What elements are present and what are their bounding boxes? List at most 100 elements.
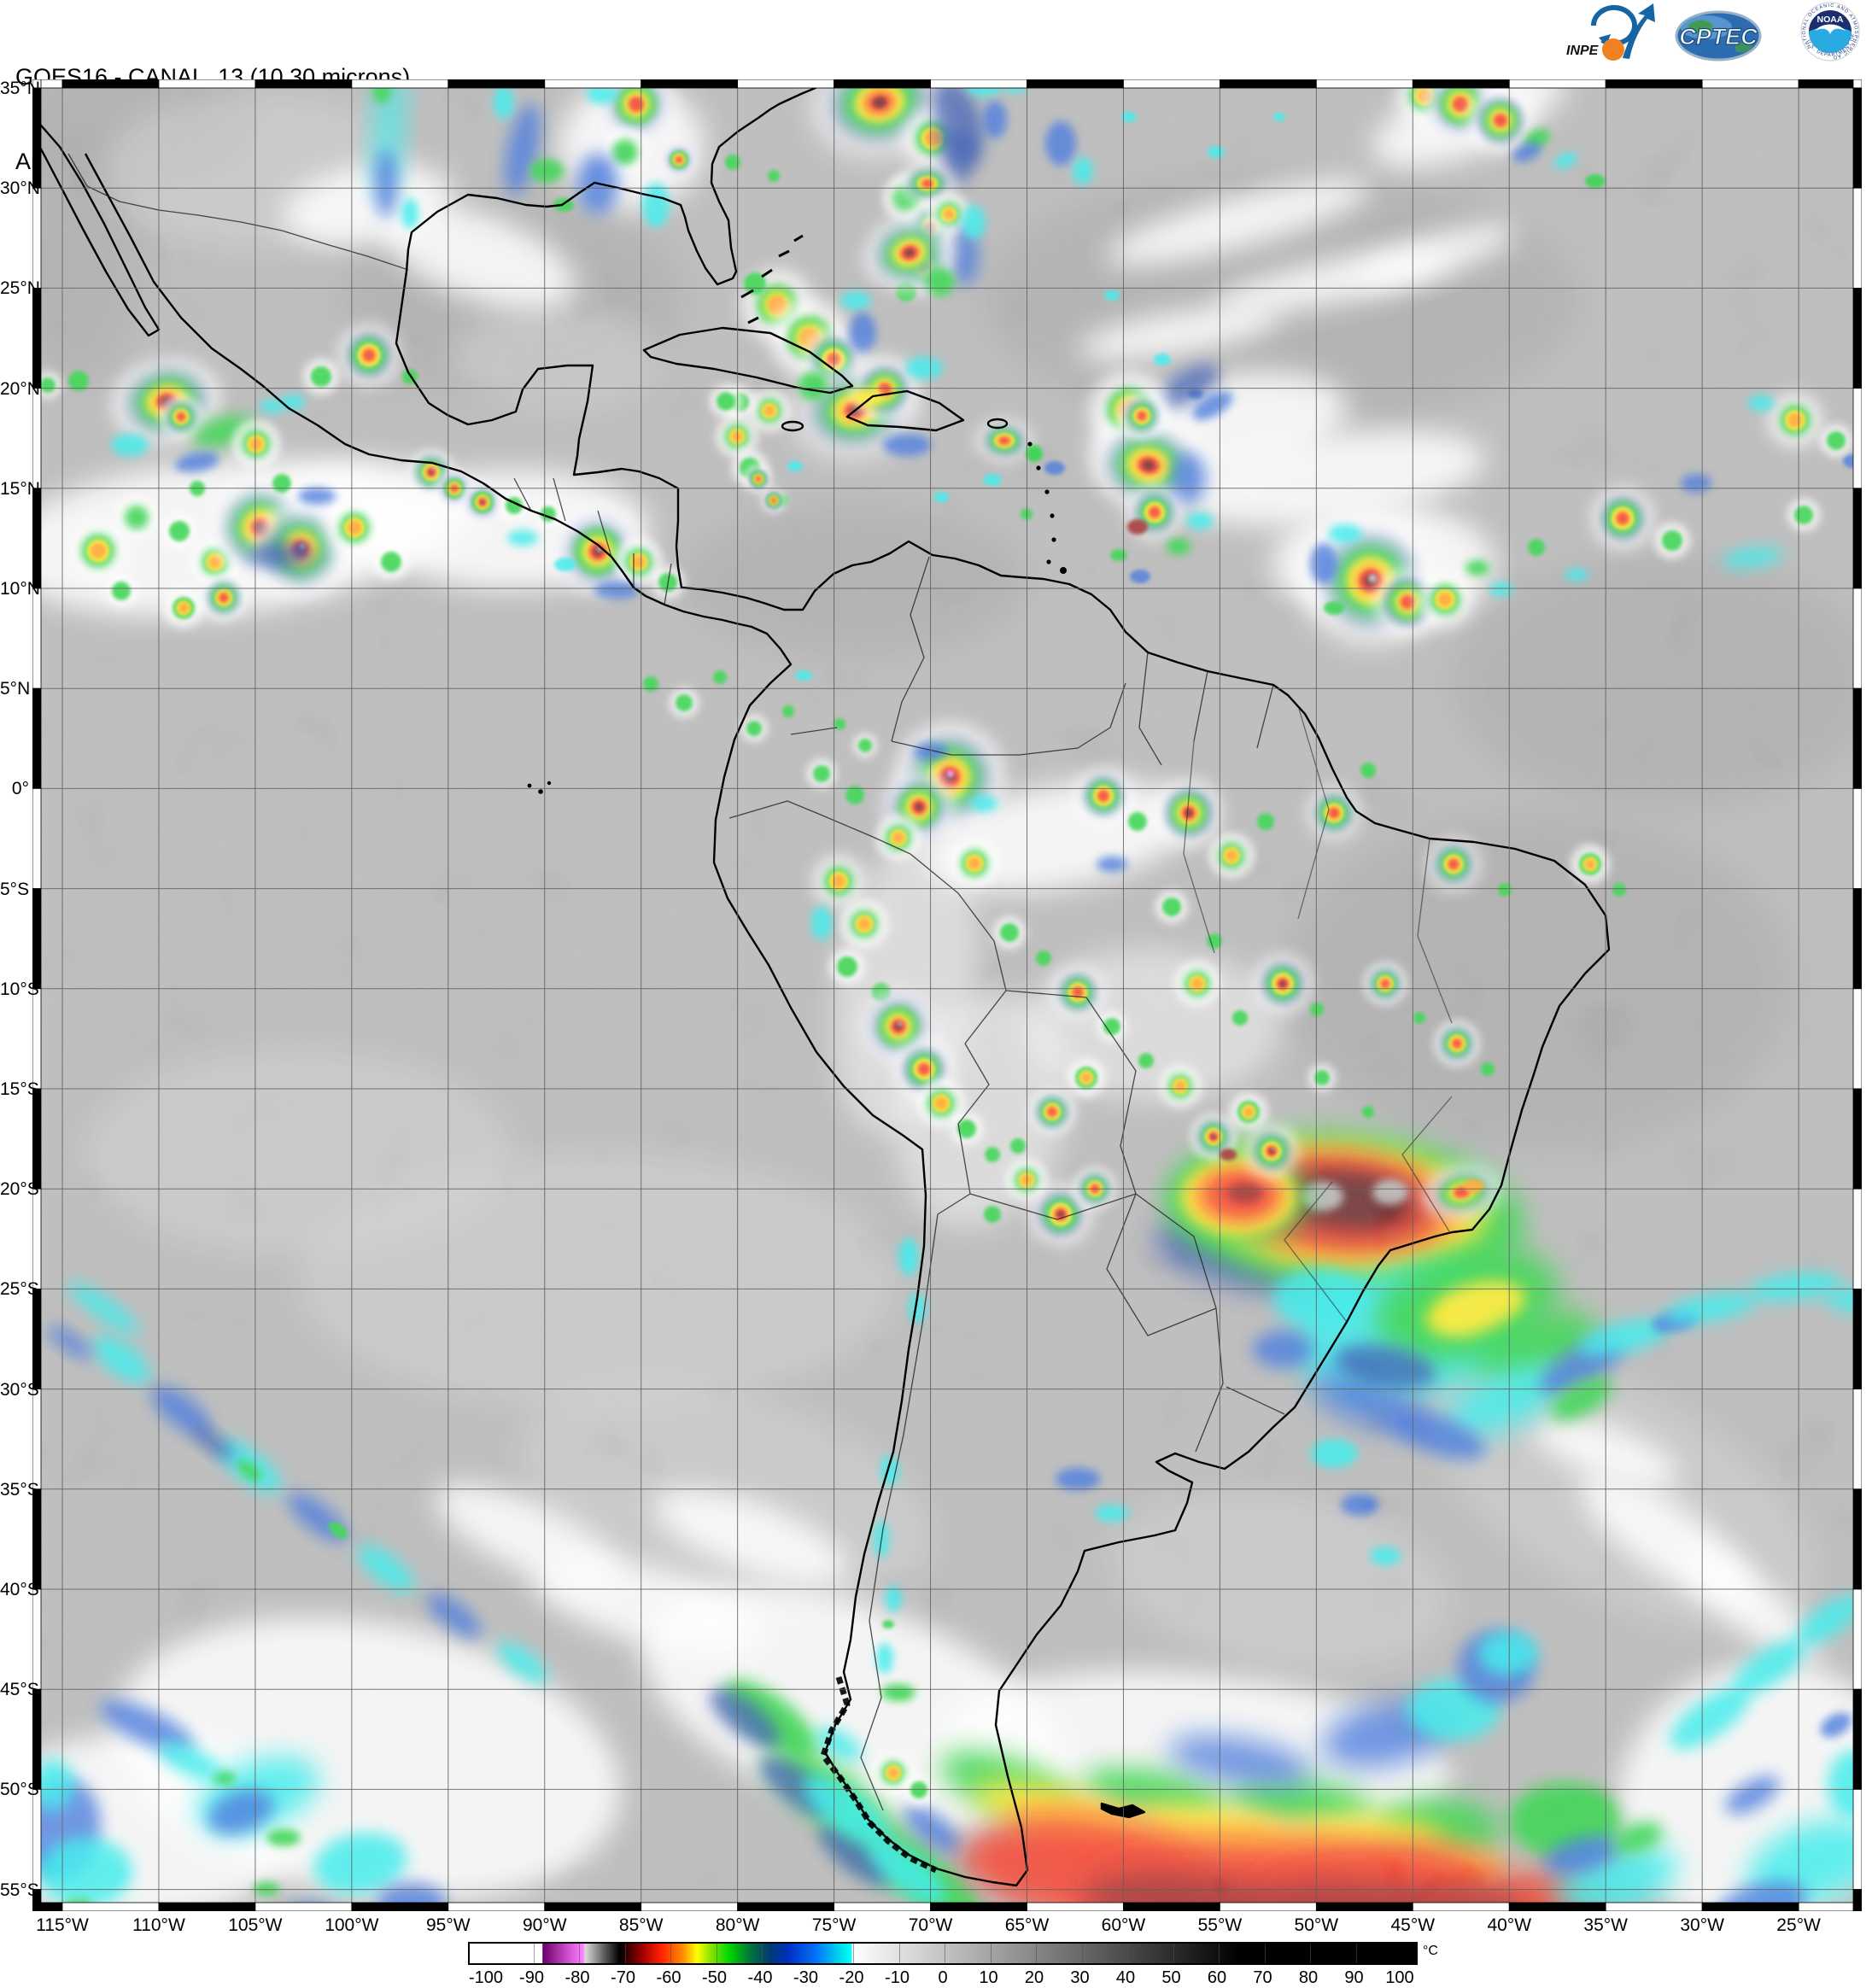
lon-label: 100°W — [325, 1915, 379, 1935]
colorbar-tick-label: -30 — [793, 1968, 818, 1987]
inpe-label: INPE — [1566, 44, 1600, 58]
lat-label: 5°N — [0, 679, 31, 699]
lon-label: 60°W — [1101, 1915, 1146, 1935]
colorbar-separator — [1036, 1944, 1037, 1963]
colorbar-tick-label: 90 — [1344, 1968, 1364, 1987]
lat-label: 20°N — [0, 378, 40, 399]
colorbar-separator — [1219, 1944, 1220, 1963]
colorbar-tick-label: 0 — [938, 1968, 948, 1987]
lat-label: 5°S — [0, 879, 30, 899]
colorbar-separator — [533, 1944, 535, 1963]
lat-label: 30°N — [0, 178, 40, 199]
colorbar-separator — [624, 1944, 626, 1963]
lon-label: 40°W — [1487, 1915, 1532, 1935]
lat-label: 25°N — [0, 278, 40, 299]
colorbar-tick-label: -70 — [611, 1968, 635, 1987]
lat-label: 35°S — [0, 1479, 39, 1500]
lat-label: 35°N — [0, 79, 40, 98]
colorbar-tick-label: 60 — [1207, 1968, 1227, 1987]
lon-label: 65°W — [1004, 1915, 1050, 1935]
lon-label: 80°W — [715, 1915, 760, 1935]
coastline-bahamas — [740, 234, 804, 325]
lon-label: 90°W — [522, 1915, 567, 1935]
colorbar-tick-label: 40 — [1115, 1968, 1136, 1987]
colorbar-tick-label: 80 — [1298, 1968, 1319, 1987]
lat-label: 45°S — [0, 1680, 39, 1700]
coastline-puerto-rico — [986, 418, 1009, 430]
coastline-galapagos — [527, 781, 552, 794]
lat-label: 20°S — [0, 1179, 39, 1200]
agency-logos: INPE CPTEC NATIONAL OCEANIC AND ATMOSPHE… — [1557, 0, 1867, 63]
colorbar-unit: °C — [1423, 1944, 1438, 1958]
lon-label: 45°W — [1390, 1915, 1436, 1935]
coastline-jamaica — [781, 420, 804, 432]
coastline-baja — [41, 124, 161, 337]
lon-label: 105°W — [228, 1915, 283, 1935]
colorbar-tick-label: -40 — [747, 1968, 773, 1987]
cptec-label: CPTEC — [1679, 24, 1758, 50]
colorbar-separator — [898, 1944, 900, 1963]
lon-label: 110°W — [132, 1915, 185, 1935]
colorbar-tick-label: -10 — [885, 1968, 910, 1987]
colorbar-separator — [853, 1944, 854, 1963]
lon-label: 70°W — [908, 1915, 953, 1935]
lon-label: 85°W — [618, 1915, 664, 1935]
colorbar-separator — [807, 1944, 809, 1963]
colorbar-separator — [670, 1944, 671, 1963]
colorbar-tick-label: -50 — [702, 1968, 727, 1987]
colorbar-tick-label: 100 — [1385, 1968, 1414, 1987]
coastline-hispaniola — [845, 389, 965, 432]
colorbar-tick-label: 10 — [979, 1968, 998, 1987]
logos-svg: INPE CPTEC NATIONAL OCEANIC AND ATMOSPHE… — [1557, 0, 1860, 61]
colorbar-separator — [1081, 1944, 1083, 1963]
colorbar-separator — [1173, 1944, 1174, 1963]
colorbar-separator — [579, 1944, 580, 1963]
map-neatline-frame — [32, 79, 1862, 1911]
lon-label: 75°W — [811, 1915, 857, 1935]
colorbar-tick-label: -100 — [468, 1968, 504, 1987]
colorbar-tick-label: 70 — [1253, 1968, 1272, 1987]
lon-label: 115°W — [36, 1915, 89, 1935]
country-borders — [67, 153, 1453, 1811]
lat-label: 40°S — [0, 1580, 39, 1599]
coastline-cuba — [642, 326, 854, 395]
lat-label: 10°S — [0, 979, 39, 999]
inpe-logo: INPE — [1566, 3, 1655, 61]
lat-label: 55°S — [0, 1880, 39, 1900]
lon-label: 55°W — [1197, 1915, 1243, 1935]
latlon-grid — [41, 87, 1853, 1903]
temperature-colorbar — [468, 1942, 1418, 1965]
lat-label: 0° — [11, 779, 29, 799]
satellite-map — [32, 79, 1862, 1911]
texture-overlays — [41, 88, 1853, 1903]
cptec-logo: CPTEC — [1675, 10, 1762, 61]
inpe-orange-sphere — [1602, 38, 1624, 61]
lat-label: 15°N — [0, 478, 40, 499]
inpe-arrow — [1623, 3, 1655, 59]
colorbar-tick-label: -20 — [839, 1968, 864, 1987]
colorbar-separator — [1310, 1944, 1311, 1963]
lon-label: 35°W — [1583, 1915, 1628, 1935]
colorbar-tick-label: -60 — [656, 1968, 682, 1987]
lat-label: 15°S — [0, 1079, 39, 1099]
colorbar-separator — [1355, 1944, 1357, 1963]
lat-label: 50°S — [0, 1780, 39, 1800]
colorbar-tick-label: 50 — [1161, 1968, 1181, 1987]
lat-label: 10°N — [0, 579, 40, 599]
colorbar-tick-label: -90 — [519, 1968, 544, 1987]
colorbar-tick-label: 30 — [1070, 1968, 1090, 1987]
lat-label: 30°S — [0, 1379, 39, 1400]
colorbar-tick-label: -80 — [565, 1968, 590, 1987]
colorbar-separator — [1264, 1944, 1266, 1963]
colorbar-separator — [1127, 1944, 1128, 1963]
lon-label: 25°W — [1776, 1915, 1821, 1935]
colorbar-separator — [990, 1944, 992, 1963]
coastline-americas — [84, 88, 1611, 1887]
colorbar-tick-label: 20 — [1024, 1968, 1044, 1987]
lon-label: 30°W — [1680, 1915, 1724, 1935]
coastline-antilles-arc — [1027, 441, 1067, 574]
lat-label: 25°S — [0, 1279, 39, 1300]
lon-label: 95°W — [426, 1915, 471, 1935]
noaa-label: NOAA — [1817, 15, 1844, 25]
